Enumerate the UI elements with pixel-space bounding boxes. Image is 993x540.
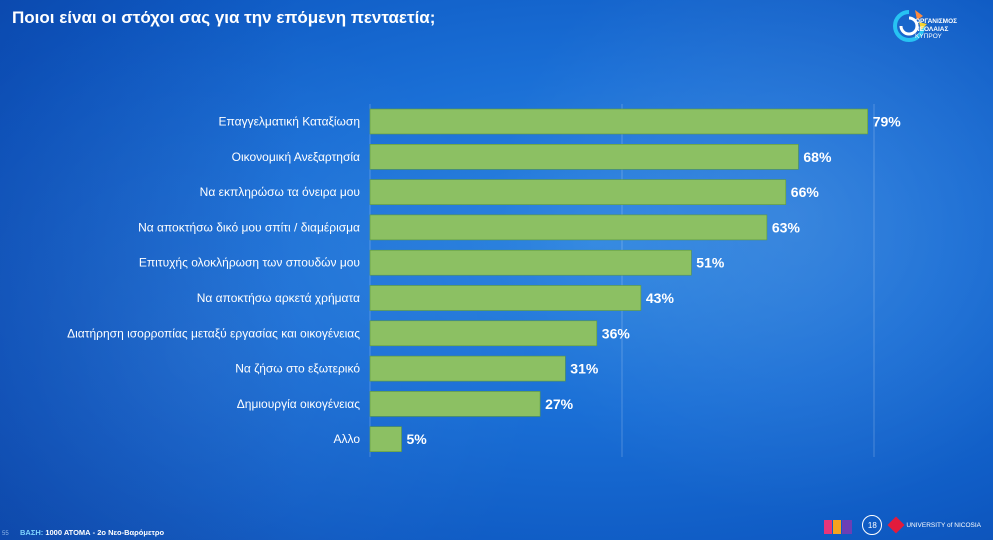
category-label: Οικονομική Ανεξαρτησία — [232, 150, 360, 164]
base-value: 1000 ΑΤΟΜΑ - 2ο Νεο-Βαρόμετρο — [45, 528, 165, 537]
swirl-logo-icon — [893, 10, 927, 42]
bar — [369, 426, 402, 453]
bar — [369, 214, 768, 241]
category-label: Επιτυχής ολοκλήρωση των σπουδών μου — [139, 256, 360, 270]
data-label: 66% — [791, 184, 820, 200]
category-label: Να ζήσω στο εξωτερικό — [235, 362, 360, 376]
logo-line-2: ΝΕΟΛΑΙΑΣ — [915, 25, 949, 33]
data-label: 68% — [803, 149, 832, 165]
data-label: 79% — [873, 114, 902, 130]
bar — [369, 144, 799, 170]
data-label: 51% — [696, 255, 725, 271]
data-label: 63% — [772, 219, 801, 235]
category-label: Να αποκτήσω αρκετά χρήματα — [197, 291, 360, 305]
category-label: Δημιουργία οικογένειας — [237, 397, 360, 411]
data-label: 27% — [545, 396, 574, 412]
imr-logo-icon — [824, 516, 854, 534]
bar — [369, 320, 598, 347]
category-label: Διατήρηση ισορροπίας μεταξύ εργασίας και… — [67, 326, 360, 340]
university-name: UNIVERSITY of NICOSIA — [906, 521, 981, 529]
base-label: ΒΑΣΗ: — [20, 528, 44, 537]
bar — [369, 355, 566, 382]
footer-logos: 18 UNIVERSITY of NICOSIA — [824, 514, 981, 536]
data-label: 31% — [570, 361, 599, 377]
data-label: 43% — [646, 290, 675, 306]
category-label: Να εκπληρώσω τα όνειρα μου — [200, 185, 360, 199]
bar — [369, 179, 787, 205]
footer: 55 ΒΑΣΗ: 1000 ΑΤΟΜΑ - 2ο Νεο-Βαρόμετρο 1… — [0, 515, 993, 540]
bar — [369, 285, 642, 311]
category-label: Να αποκτήσω δικό μου σπίτι / διαμέρισμα — [138, 220, 360, 234]
data-label: 36% — [602, 325, 631, 341]
base-note: ΒΑΣΗ: 1000 ΑΤΟΜΑ - 2ο Νεο-Βαρόμετρο — [20, 528, 164, 537]
page-title: Ποιοι είναι οι στόχοι σας για την επόμεν… — [12, 8, 436, 27]
bar — [369, 108, 869, 135]
bars: Επαγγελματική Καταξίωση 79% Οικονομική Ανε… — [67, 108, 902, 453]
university-logo: UNIVERSITY of NICOSIA — [887, 516, 981, 534]
bar — [369, 249, 692, 276]
page-number: 55 — [2, 531, 9, 537]
youth-organisation-logo: ΟΡΓΑΝΙΣΜΟΣ ΝΕΟΛΑΙΑΣ ΚΥΠΡΟΥ — [889, 6, 979, 56]
logo-line-3: ΚΥΠΡΟΥ — [915, 33, 942, 40]
logo-line-1: ΟΡΓΑΝΙΣΜΟΣ — [915, 18, 958, 25]
category-label: Αλλο — [334, 432, 361, 446]
logo-text: ΟΡΓΑΝΙΣΜΟΣ ΝΕΟΛΑΙΑΣ ΚΥΠΡΟΥ — [915, 18, 957, 41]
category-label: Επαγγελματική Καταξίωση — [219, 115, 360, 129]
bar — [369, 391, 541, 417]
anniversary-seal: 18 — [862, 515, 883, 535]
university-mark-icon — [887, 516, 905, 534]
data-label: 5% — [407, 431, 428, 447]
